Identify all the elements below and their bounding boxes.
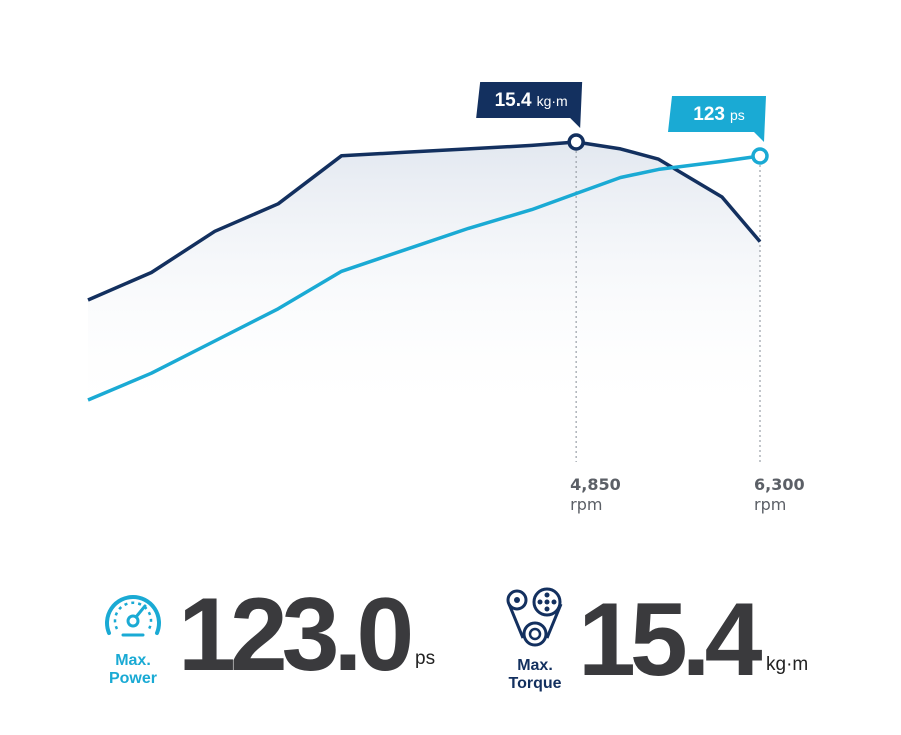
power-line [87,154,761,402]
max-torque-value: 15.4 [578,582,762,698]
torque-area-fill [88,142,760,420]
speedometer-icon [105,595,161,637]
torque-callout-value: 15.4 [495,90,532,111]
x-tick-unit-0: rpm [570,495,602,514]
max-torque-badge: Max. Torque [497,586,573,693]
max-power-unit: ps [415,648,436,669]
power-callout-label: 123 ps [693,104,745,125]
x-tick-value-1: 6,300 [754,475,805,494]
torque-peak-marker [567,133,585,151]
x-tick-unit-1: rpm [754,495,786,514]
torque-callout-box [476,82,583,128]
torque-callout-label: 15.4 kg·m [495,90,568,111]
x-tick-value-0: 4,850 [570,475,621,494]
max-power-label-line2: Power [108,670,157,687]
max-power-label-line1: Max. [115,652,151,669]
max-torque-unit: kg·m [766,654,809,675]
power-callout-box [668,96,766,142]
power-peak-marker [751,147,769,165]
torque-line [87,140,762,302]
max-power-badge: Max. Power [100,585,166,688]
max-power-value: 123.0 [178,577,414,693]
belt-pulley-icon [506,587,563,647]
power-callout-unit: ps [730,107,745,123]
max-torque-label-line1: Max. [517,657,553,674]
power-callout-value: 123 [693,104,725,125]
max-torque-label-line2: Torque [508,675,562,692]
torque-callout-unit: kg·m [537,93,568,109]
